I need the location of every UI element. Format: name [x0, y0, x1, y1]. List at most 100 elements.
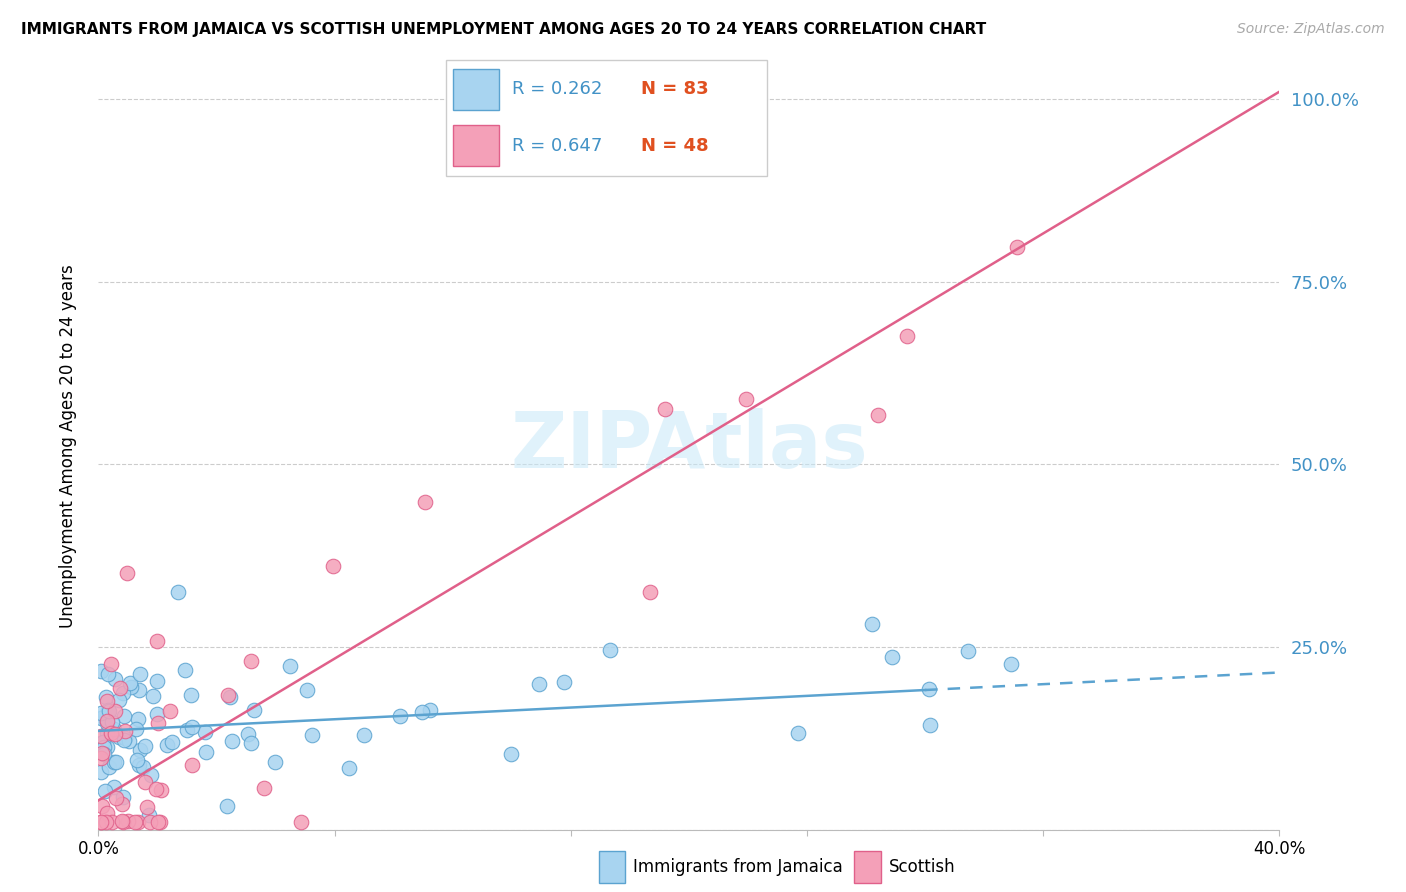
Bar [453, 69, 499, 110]
Text: N = 83: N = 83 [641, 80, 709, 98]
Text: Source: ZipAtlas.com: Source: ZipAtlas.com [1237, 22, 1385, 37]
Point [146, 815, 169, 830]
Point [149, 815, 172, 830]
Point [219, 690, 242, 705]
Point [146, 634, 169, 648]
Point [155, 738, 177, 752]
Point [100, 657, 122, 671]
Point [96, 716, 118, 731]
Point [918, 682, 941, 697]
Point [90, 706, 112, 720]
Point [90, 751, 112, 765]
Point [322, 559, 344, 574]
Point [120, 675, 142, 690]
Point [96, 714, 118, 729]
Point [90, 664, 112, 678]
Point [221, 734, 243, 748]
Bar [453, 126, 499, 166]
Point [295, 682, 318, 697]
Point [104, 727, 127, 741]
Point [236, 727, 259, 741]
Point [337, 761, 360, 775]
Text: Scottish: Scottish [889, 858, 955, 876]
Point [90, 765, 112, 780]
Point [896, 328, 918, 343]
Point [415, 495, 437, 509]
Point [239, 736, 262, 750]
Point [1005, 240, 1028, 254]
Point [98, 704, 121, 718]
Point [90, 711, 112, 725]
Point [957, 644, 980, 658]
Point [90, 815, 112, 830]
Point [94, 815, 117, 830]
Point [94, 712, 117, 726]
Point [139, 815, 162, 830]
Point [103, 723, 125, 737]
Point [640, 584, 662, 599]
Point [880, 649, 903, 664]
Point [107, 693, 129, 707]
Point [90, 815, 112, 830]
Point [124, 815, 146, 830]
Point [93, 739, 115, 754]
Point [94, 783, 117, 797]
Point [111, 797, 134, 811]
Point [127, 712, 149, 726]
Point [131, 759, 153, 773]
Point [148, 716, 170, 731]
Point [180, 720, 202, 734]
Point [142, 690, 165, 704]
Point [114, 724, 136, 739]
Point [129, 743, 152, 757]
Point [195, 745, 218, 759]
Point [97, 703, 120, 717]
Point [96, 694, 118, 708]
Point [100, 714, 122, 729]
Point [159, 704, 181, 718]
Point [112, 686, 135, 700]
Point [128, 682, 150, 697]
Point [134, 775, 156, 789]
Point [97, 667, 120, 681]
Point [103, 672, 125, 686]
Point [98, 760, 121, 774]
Point [91, 735, 114, 749]
Point [128, 666, 150, 681]
Text: Immigrants from Jamaica: Immigrants from Jamaica [633, 858, 842, 876]
Point [90, 729, 112, 743]
Point [411, 705, 433, 719]
Point [138, 808, 160, 822]
Text: IMMIGRANTS FROM JAMAICA VS SCOTTISH UNEMPLOYMENT AMONG AGES 20 TO 24 YEARS CORRE: IMMIGRANTS FROM JAMAICA VS SCOTTISH UNEM… [21, 22, 987, 37]
Point [527, 677, 550, 691]
Point [181, 757, 204, 772]
Point [115, 566, 138, 580]
Point [127, 815, 149, 830]
Point [103, 755, 125, 769]
Point [734, 392, 756, 406]
Point [353, 728, 375, 742]
Point [145, 673, 167, 688]
Point [111, 814, 134, 829]
Point [787, 726, 810, 740]
Point [145, 707, 167, 722]
Text: N = 48: N = 48 [641, 136, 709, 155]
Point [240, 654, 263, 668]
Point [166, 584, 188, 599]
Point [134, 739, 156, 753]
Point [654, 402, 676, 417]
Point [104, 704, 127, 718]
Point [174, 663, 197, 677]
Point [101, 815, 124, 830]
Point [108, 730, 131, 744]
Point [127, 753, 149, 767]
Point [160, 735, 183, 749]
Text: R = 0.647: R = 0.647 [512, 136, 603, 155]
Point [90, 798, 112, 813]
Point [100, 726, 122, 740]
Point [90, 736, 112, 750]
Point [868, 408, 890, 422]
Point [105, 791, 128, 805]
Point [112, 708, 135, 723]
Point [301, 728, 323, 742]
